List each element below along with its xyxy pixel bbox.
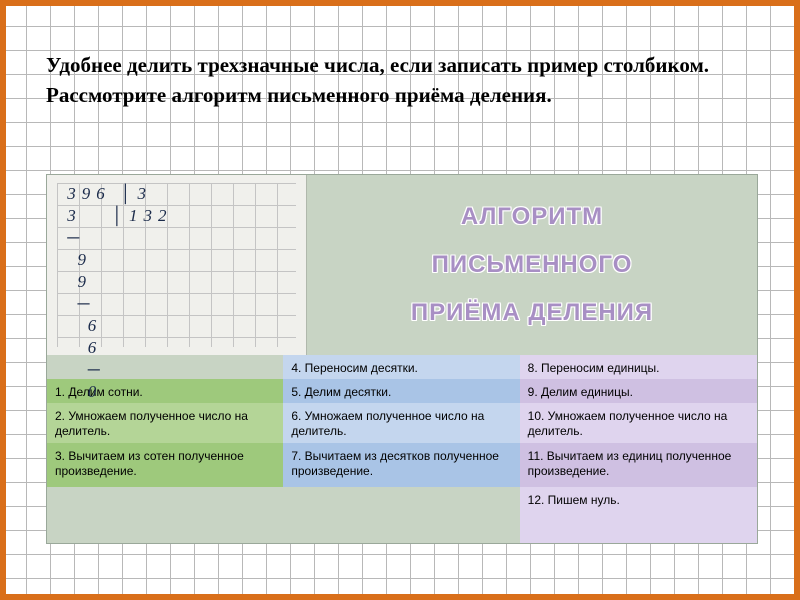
step-9: 9. Делим единицы. — [520, 379, 757, 403]
step-5: 5. Делим десятки. — [283, 379, 519, 403]
worked-example: 396 │3 3 │132 ─ 9 9 ─ 6 6 ─ 0 — [47, 175, 307, 355]
step-10: 10. Умножаем полученное число на делител… — [520, 403, 757, 443]
algorithm-title-block: АЛГОРИТМ ПИСЬМЕННОГО ПРИЁМА ДЕЛЕНИЯ — [307, 175, 757, 355]
algorithm-title-line2: ПИСЬМЕННОГО — [411, 241, 653, 289]
steps-col-tens: 4. Переносим десятки. 5. Делим десятки. … — [283, 355, 519, 543]
step-7: 7. Вычитаем из десятков полученное произ… — [283, 443, 519, 487]
step-11: 11. Вычитаем из единиц полученное произв… — [520, 443, 757, 487]
algorithm-title-line1: АЛГОРИТМ — [411, 193, 653, 241]
worked-example-text: 396 │3 3 │132 ─ 9 9 ─ 6 6 ─ 0 — [57, 183, 296, 403]
step-8: 8. Переносим единицы. — [520, 355, 757, 379]
spacer-cell — [47, 487, 283, 543]
step-12: 12. Пишем нуль. — [520, 487, 757, 543]
step-4: 4. Переносим десятки. — [283, 355, 519, 379]
steps-col-units: 8. Переносим единицы. 9. Делим единицы. … — [520, 355, 757, 543]
step-3: 3. Вычитаем из сотен полученное произвед… — [47, 443, 283, 487]
headline-text: Удобнее делить трехзначные числа, если з… — [46, 50, 754, 111]
step-2: 2. Умножаем полученное число на делитель… — [47, 403, 283, 443]
step-6: 6. Умножаем полученное число на делитель… — [283, 403, 519, 443]
page-frame: Удобнее делить трехзначные числа, если з… — [0, 0, 800, 600]
algorithm-title-line3: ПРИЁМА ДЕЛЕНИЯ — [411, 289, 653, 337]
algorithm-title: АЛГОРИТМ ПИСЬМЕННОГО ПРИЁМА ДЕЛЕНИЯ — [411, 193, 653, 337]
spacer-cell — [283, 487, 519, 543]
panel-top-row: 396 │3 3 │132 ─ 9 9 ─ 6 6 ─ 0 АЛГОРИТМ П… — [47, 175, 757, 355]
algorithm-panel: 396 │3 3 │132 ─ 9 9 ─ 6 6 ─ 0 АЛГОРИТМ П… — [46, 174, 758, 544]
